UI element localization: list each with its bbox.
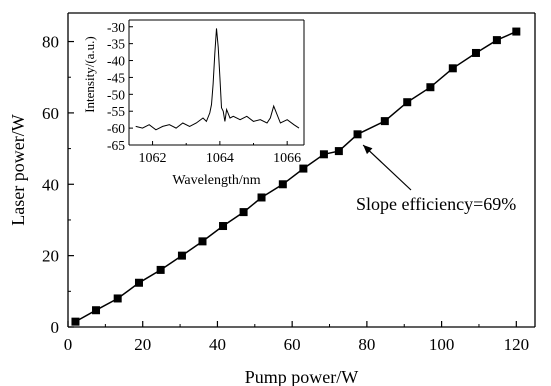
inset-y-tick-label: -35 (107, 37, 125, 52)
main-data-point (177, 251, 186, 260)
main-data-point (512, 27, 521, 36)
main-chart: 0 20 40 60 80 100 120 0 20 40 60 80 Pump power/W La… (8, 12, 536, 386)
inset-y-tick-label: -45 (107, 70, 125, 85)
main-series-line (75, 30, 517, 323)
main-y-tick-label: 80 (42, 33, 59, 52)
main-y-axis-label: Laser power/W (8, 114, 28, 225)
inset-y-tick-label: -30 (107, 20, 125, 35)
main-x-tick-label: 60 (284, 335, 301, 354)
inset-tick-labels: 1062 1064 1066 -30 -35 -40-45 -50 -55 -60 -65 (107, 20, 301, 166)
main-data-point (403, 98, 412, 107)
main-y-tick-label: 20 (42, 247, 59, 266)
slope-efficiency-annotation: Slope efficiency=69% (356, 194, 516, 214)
main-data-point (71, 317, 80, 326)
slope-annotation-arrow (362, 144, 412, 191)
slope-annotation-arrowhead (363, 145, 373, 155)
main-data-point (219, 222, 228, 231)
main-data-point (299, 164, 308, 173)
main-data-point (319, 150, 328, 159)
main-data-point (257, 193, 266, 202)
main-series-markers (71, 27, 521, 326)
main-data-point (492, 36, 501, 45)
main-x-tick-label: 0 (64, 335, 73, 354)
main-data-point (239, 208, 248, 217)
inset-spectrum-line (135, 28, 300, 131)
main-tick-labels: 0 20 40 60 80 100 120 0 20 40 60 80 (42, 33, 529, 354)
inset-y-tick-label: -50 (107, 87, 125, 102)
main-data-point (426, 83, 435, 92)
main-data-point (353, 130, 362, 139)
main-data-point (113, 294, 122, 303)
inset-x-tick-label: 1062 (139, 151, 167, 166)
main-y-tick-label: 60 (42, 104, 59, 123)
main-data-point (156, 265, 165, 274)
inset-y-tick-label: -55 (107, 104, 125, 119)
main-data-point (448, 64, 457, 73)
main-y-tick-label: 0 (51, 318, 60, 337)
main-x-tick-label: 40 (209, 335, 226, 354)
main-data-point (92, 306, 101, 315)
main-data-point (471, 48, 480, 57)
main-x-tick-label: 120 (504, 335, 530, 354)
inset-y-tick-label: -65 (107, 138, 125, 153)
inset-y-tick-label: -60 (107, 121, 125, 136)
main-x-tick-label: 100 (429, 335, 455, 354)
main-data-point (278, 180, 287, 189)
main-data-point (380, 117, 389, 126)
inset-x-tick-label: 1066 (273, 151, 301, 166)
main-x-tick-label: 80 (358, 335, 375, 354)
inset-x-tick-label: 1064 (206, 151, 234, 166)
main-data-point (334, 147, 343, 156)
main-data-point (198, 237, 207, 246)
inset-y-tick-label: -40 (107, 54, 125, 69)
inset-y-axis-label: Intensity/(a.u.) (82, 36, 97, 113)
main-ticks (67, 40, 517, 328)
main-data-point (134, 278, 143, 287)
main-x-tick-label: 20 (134, 335, 151, 354)
inset-x-axis-label: Wavelength/nm (172, 173, 260, 188)
inset-ticks (129, 26, 288, 146)
inset-spectrum-chart: 1062 1064 1066 -30 -35 -40-45 -50 -55 -60 -65 Wav… (82, 19, 305, 188)
main-y-tick-label: 40 (42, 175, 59, 194)
main-x-axis-label: Pump power/W (245, 367, 358, 386)
